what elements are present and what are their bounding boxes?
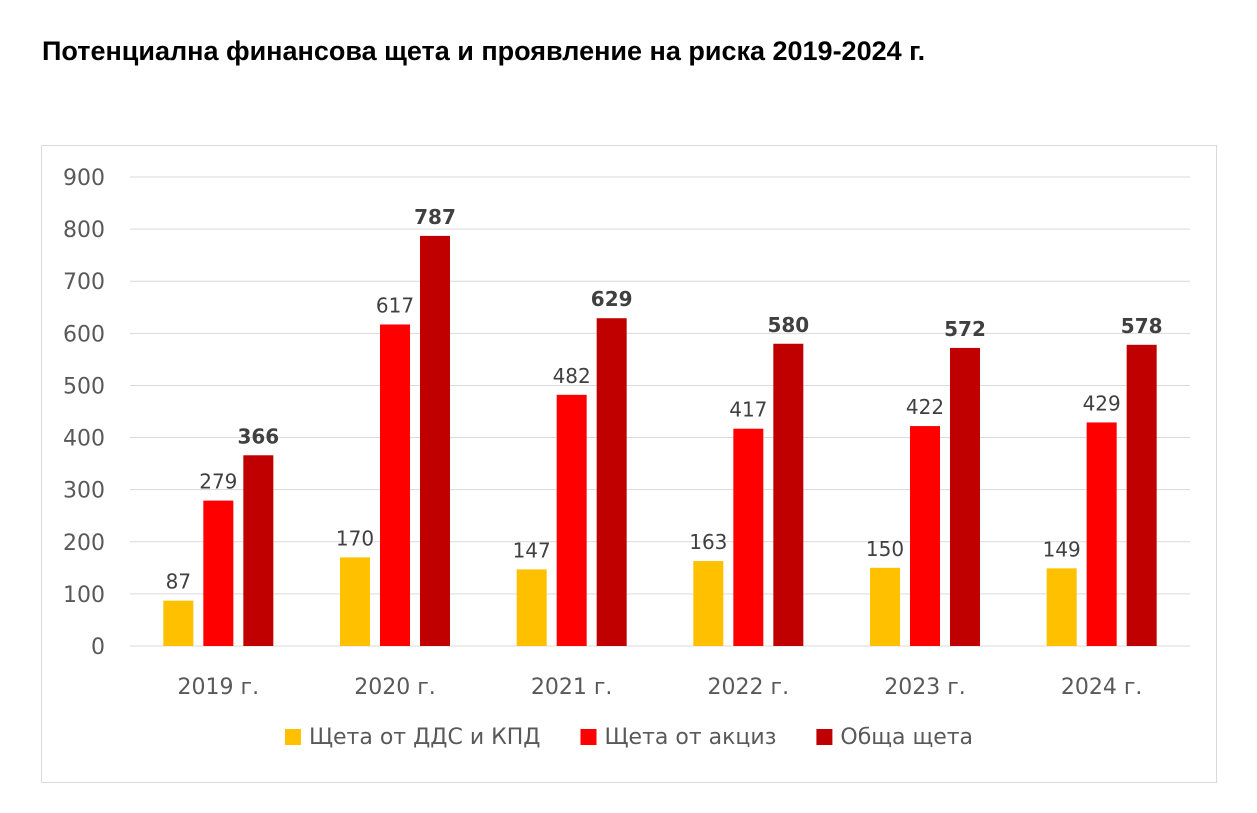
bar — [203, 500, 234, 646]
data-label: 149 — [1043, 537, 1081, 561]
x-tick-label: 2019 г. — [178, 675, 260, 700]
data-label: 617 — [376, 293, 414, 317]
data-label: 482 — [553, 364, 591, 388]
data-label: 170 — [336, 526, 374, 550]
data-label: 417 — [729, 398, 767, 422]
y-tick-label: 0 — [91, 635, 105, 660]
bar — [380, 324, 410, 646]
data-label: 87 — [166, 570, 191, 594]
data-label: 147 — [513, 538, 551, 562]
legend-item: Щета от акциз — [580, 725, 776, 750]
legend-swatch — [580, 729, 597, 745]
legend-item: Обща щета — [816, 725, 973, 750]
data-label: 366 — [237, 424, 279, 448]
data-label: 279 — [199, 470, 237, 494]
x-tick-label: 2024 г. — [1061, 675, 1143, 700]
bar — [870, 567, 900, 646]
bar — [596, 318, 627, 646]
x-axis-ticks: 2019 г. 2020 г. 2021 г. 2022 г. 2023 г. 2024 … — [178, 675, 1143, 700]
data-label: 422 — [906, 395, 944, 419]
legend-label: Щета от ДДС и КПД — [309, 725, 541, 750]
x-tick-label: 2021 г. — [531, 675, 613, 700]
bar — [1046, 568, 1077, 646]
data-label: 578 — [1121, 314, 1163, 338]
y-tick-label: 800 — [63, 218, 105, 243]
gridlines — [130, 176, 1190, 647]
bar — [516, 569, 547, 646]
bar — [950, 347, 980, 646]
y-tick-label: 600 — [63, 322, 105, 347]
bar — [340, 557, 370, 646]
y-tick-label: 300 — [63, 479, 105, 504]
y-tick-label: 400 — [63, 427, 105, 452]
bar — [163, 600, 194, 646]
y-tick-label: 100 — [63, 583, 105, 608]
legend: Щета от ДДС и КПД Щета от акциз Обща щета — [284, 725, 973, 750]
y-axis-ticks: 0 100 200 300 400 500 600 700 800 900 — [63, 166, 105, 660]
x-tick-label: 2022 г. — [708, 675, 790, 700]
data-label: 429 — [1083, 391, 1121, 415]
bar — [243, 455, 274, 646]
x-tick-label: 2023 г. — [884, 675, 966, 700]
legend-swatch — [284, 729, 301, 745]
data-label: 580 — [767, 313, 809, 337]
data-label: 572 — [944, 317, 986, 341]
y-tick-label: 200 — [63, 531, 105, 556]
x-tick-label: 2020 г. — [354, 675, 436, 700]
bars — [163, 235, 1157, 646]
y-tick-label: 700 — [63, 270, 105, 295]
bar — [1086, 422, 1117, 646]
bar — [733, 428, 764, 646]
bar — [693, 561, 724, 646]
y-tick-label: 500 — [63, 374, 105, 399]
legend-swatch — [816, 729, 833, 745]
chart-frame: 0 100 200 300 400 500 600 700 800 900 87 279 366 170… — [41, 145, 1217, 783]
bar — [773, 343, 804, 646]
data-label: 787 — [414, 205, 456, 229]
data-label: 150 — [866, 537, 904, 561]
legend-label: Обща щета — [840, 725, 973, 750]
data-label: 163 — [689, 530, 727, 554]
data-label: 629 — [591, 287, 633, 311]
y-tick-label: 900 — [63, 166, 105, 191]
bar — [1126, 344, 1157, 646]
bar — [910, 426, 940, 646]
chart-title: Потенциална финансова щета и проявление … — [42, 36, 926, 66]
bar — [420, 235, 450, 646]
legend-label: Щета от акциз — [604, 725, 776, 750]
bar — [556, 394, 587, 646]
legend-item: Щета от ДДС и КПД — [284, 725, 541, 750]
